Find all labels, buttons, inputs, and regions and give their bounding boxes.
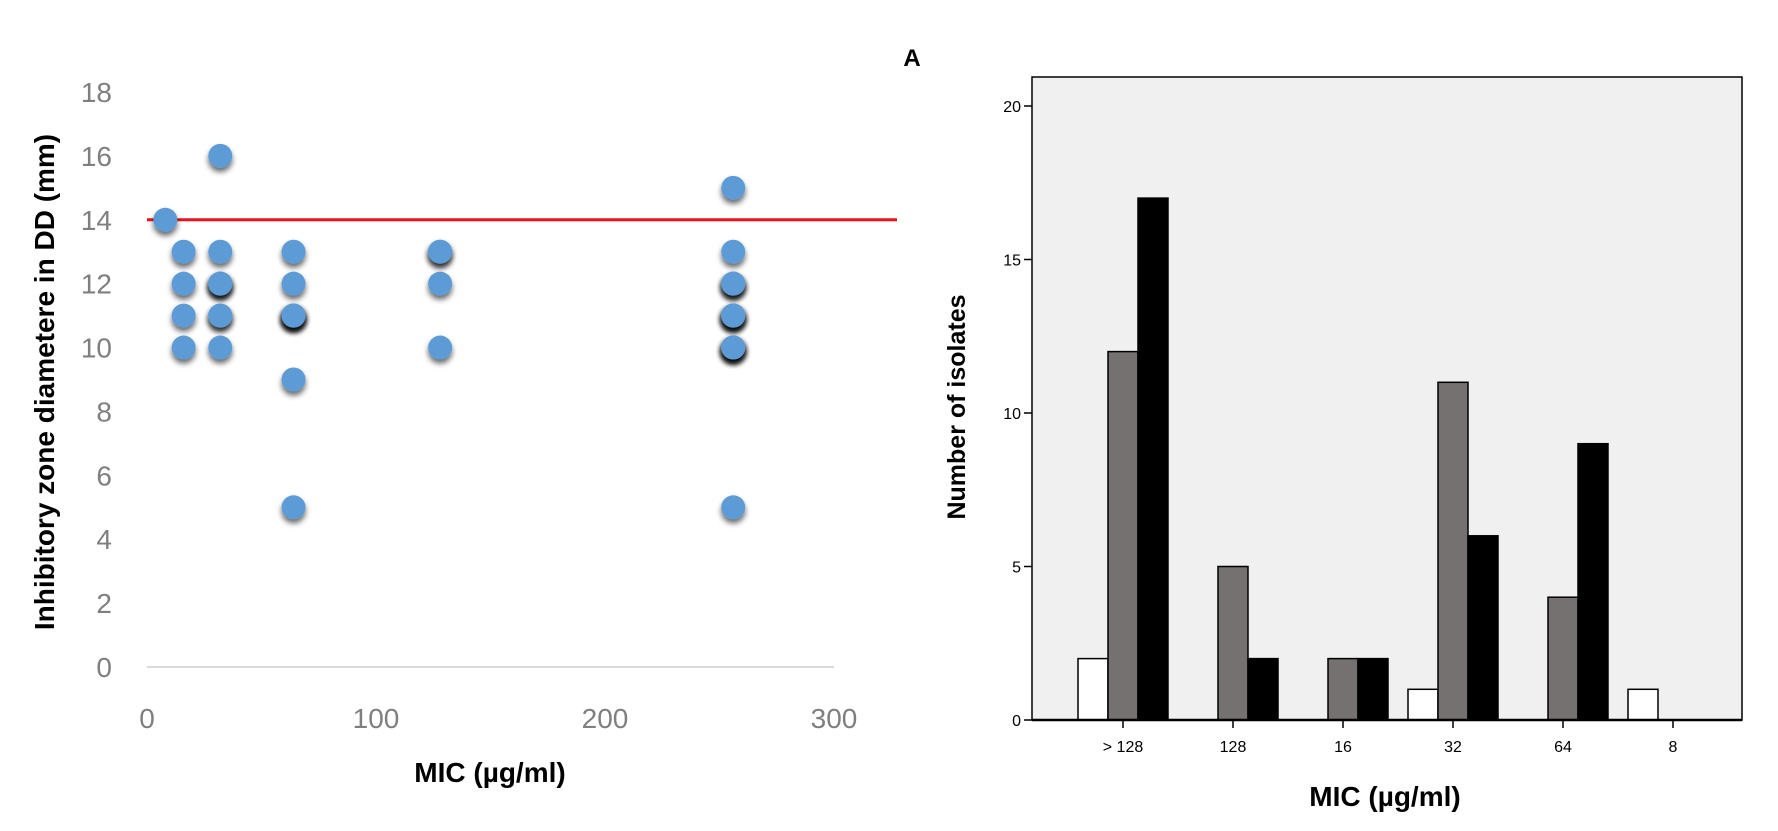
bar (1247, 657, 1279, 721)
scatter-point (171, 239, 196, 264)
scatter-point (721, 271, 746, 296)
scatter-y-tick-label: 10 (81, 333, 112, 364)
bar-category-label: 64 (1554, 739, 1572, 756)
bar-category-label: > 128 (1103, 739, 1144, 756)
scatter-point (721, 335, 746, 360)
bar-x-ticks: > 128 128 16 32 64 8 (1103, 720, 1678, 756)
scatter-x-axis-label: MIC (µg/ml) (414, 757, 565, 788)
bar (1627, 688, 1659, 721)
scatter-point (721, 239, 746, 264)
bar (1357, 657, 1389, 721)
panel-label: A (903, 45, 920, 72)
scatter-y-tick-label: 12 (81, 269, 112, 300)
scatter-y-axis-label: Inhibitory zone diametere in DD (mm) (29, 134, 60, 630)
scatter-chart: 0 2 4 6 8 10 12 14 16 18 0 100 200 300 Inhibitory zo… (29, 77, 897, 788)
scatter-y-tick-label: 0 (96, 652, 112, 683)
scatter-point (428, 271, 453, 296)
bar-category-label: 16 (1334, 739, 1352, 756)
scatter-y-tick-label: 4 (96, 524, 112, 555)
bars (1077, 197, 1659, 721)
scatter-x-tick-label: 0 (139, 703, 155, 734)
scatter-point (721, 495, 746, 520)
scatter-point (721, 175, 746, 200)
scatter-y-ticks: 0 2 4 6 8 10 12 14 16 18 (81, 77, 112, 683)
bar-category-label: 128 (1220, 739, 1247, 756)
scatter-point (208, 143, 233, 168)
scatter-x-tick-label: 100 (353, 703, 400, 734)
bar-y-ticks: 0 5 10 15 20 (1003, 99, 1032, 730)
scatter-point (281, 271, 306, 296)
scatter-point (171, 303, 196, 328)
scatter-point (208, 271, 233, 296)
bar-y-tick-label: 20 (1003, 99, 1021, 116)
bar-y-axis-label: Number of isolates (943, 294, 971, 519)
scatter-y-tick-label: 18 (81, 77, 112, 108)
scatter-x-tick-label: 300 (811, 703, 858, 734)
bar-chart: A 0 5 10 15 20 > 128 128 16 32 64 8 Number of iso… (903, 45, 1743, 812)
scatter-y-tick-label: 16 (81, 141, 112, 172)
scatter-point (281, 367, 306, 392)
scatter-y-tick-label: 8 (96, 396, 112, 427)
scatter-point (208, 239, 233, 264)
bar (1437, 381, 1469, 721)
bar-category-label: 32 (1444, 739, 1462, 756)
bar (1327, 657, 1359, 721)
bar (1547, 596, 1579, 721)
bar (1467, 535, 1499, 721)
scatter-points (153, 143, 746, 520)
scatter-y-tick-label: 14 (81, 205, 112, 236)
bar (1217, 565, 1249, 721)
bar-y-tick-label: 5 (1012, 560, 1021, 577)
bar-category-label: 8 (1669, 739, 1678, 756)
scatter-y-tick-label: 2 (96, 588, 112, 619)
bar (1077, 657, 1109, 721)
scatter-x-ticks: 0 100 200 300 (139, 703, 857, 734)
bar-y-tick-label: 0 (1012, 713, 1021, 730)
bar (1407, 688, 1439, 721)
scatter-y-tick-label: 6 (96, 460, 112, 491)
scatter-point (281, 495, 306, 520)
scatter-x-tick-label: 200 (582, 703, 629, 734)
bar-y-tick-label: 15 (1003, 253, 1021, 270)
scatter-point (171, 271, 196, 296)
scatter-point (428, 335, 453, 360)
scatter-point (153, 207, 178, 232)
bar (1137, 197, 1169, 721)
scatter-point (721, 303, 746, 328)
bar-y-tick-label: 10 (1003, 406, 1021, 423)
bar (1577, 442, 1609, 721)
scatter-point (281, 303, 306, 328)
bar (1107, 350, 1139, 721)
scatter-point (171, 335, 196, 360)
bar-x-axis-label: MIC (µg/ml) (1309, 781, 1460, 812)
scatter-point (281, 239, 306, 264)
scatter-point (208, 335, 233, 360)
scatter-point (428, 239, 453, 264)
scatter-point (208, 303, 233, 328)
